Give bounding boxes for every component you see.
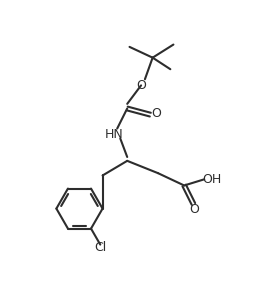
- Text: O: O: [189, 203, 199, 216]
- Text: HN: HN: [105, 128, 123, 141]
- Text: OH: OH: [202, 173, 222, 186]
- Text: O: O: [136, 79, 146, 92]
- Text: Cl: Cl: [94, 241, 106, 254]
- Text: O: O: [152, 107, 161, 120]
